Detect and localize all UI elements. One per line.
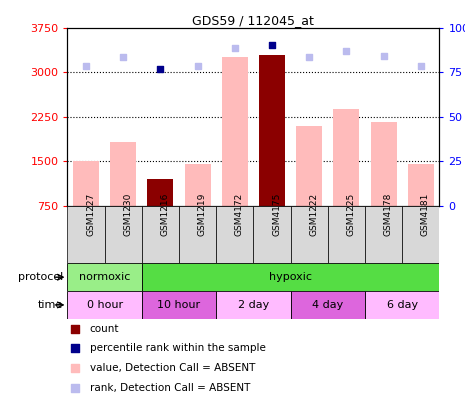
Text: GSM4178: GSM4178 — [384, 193, 392, 236]
Text: hypoxic: hypoxic — [269, 272, 312, 282]
Point — [317, 85, 325, 91]
Bar — [333, 109, 359, 206]
Text: 2 day: 2 day — [238, 300, 269, 310]
Text: percentile rank within the sample: percentile rank within the sample — [90, 343, 266, 354]
Point — [343, 48, 350, 54]
Bar — [142, 291, 216, 319]
Bar — [296, 126, 322, 206]
Text: rank, Detection Call = ABSENT: rank, Detection Call = ABSENT — [90, 383, 250, 393]
Bar — [185, 164, 211, 206]
Text: 6 day: 6 day — [387, 300, 418, 310]
Point — [417, 63, 425, 69]
Text: 0 hour: 0 hour — [86, 300, 123, 310]
Bar — [105, 206, 142, 263]
Point — [157, 66, 164, 72]
Text: GSM1225: GSM1225 — [346, 193, 355, 236]
Text: GSM1230: GSM1230 — [123, 193, 132, 236]
Text: GSM4181: GSM4181 — [421, 193, 430, 236]
Text: GSM4172: GSM4172 — [235, 193, 244, 236]
Bar — [67, 291, 142, 319]
Text: GSM1219: GSM1219 — [198, 193, 206, 236]
Point — [120, 54, 127, 61]
Bar — [179, 206, 216, 263]
Bar — [216, 291, 291, 319]
Text: value, Detection Call = ABSENT: value, Detection Call = ABSENT — [90, 363, 255, 373]
Bar — [253, 206, 291, 263]
Text: time: time — [38, 300, 63, 310]
Bar — [259, 55, 285, 206]
Text: count: count — [90, 324, 119, 334]
Bar — [328, 206, 365, 263]
Bar — [67, 263, 142, 291]
Bar — [216, 206, 253, 263]
Bar — [371, 122, 397, 206]
Bar — [142, 206, 179, 263]
Text: 4 day: 4 day — [312, 300, 344, 310]
Text: GSM1216: GSM1216 — [160, 193, 169, 236]
Bar — [408, 164, 434, 206]
Bar — [110, 142, 136, 206]
Text: normoxic: normoxic — [79, 272, 130, 282]
Bar — [291, 206, 328, 263]
Point — [82, 63, 90, 69]
Point — [306, 54, 313, 61]
Bar — [291, 291, 365, 319]
Bar — [73, 162, 99, 206]
Text: GSM4175: GSM4175 — [272, 193, 281, 236]
Point — [231, 45, 239, 51]
Text: GSM1222: GSM1222 — [309, 193, 318, 236]
Bar — [142, 263, 439, 291]
Bar — [147, 179, 173, 206]
Point — [380, 53, 387, 59]
Bar — [365, 291, 439, 319]
Bar — [67, 206, 105, 263]
Bar — [222, 57, 248, 206]
Text: 10 hour: 10 hour — [158, 300, 200, 310]
Bar — [365, 206, 402, 263]
Text: protocol: protocol — [18, 272, 63, 282]
Point — [268, 42, 276, 48]
Point — [317, 265, 325, 272]
Point — [194, 63, 201, 69]
Bar — [402, 206, 439, 263]
Text: GSM1227: GSM1227 — [86, 193, 95, 236]
Title: GDS59 / 112045_at: GDS59 / 112045_at — [193, 13, 314, 27]
